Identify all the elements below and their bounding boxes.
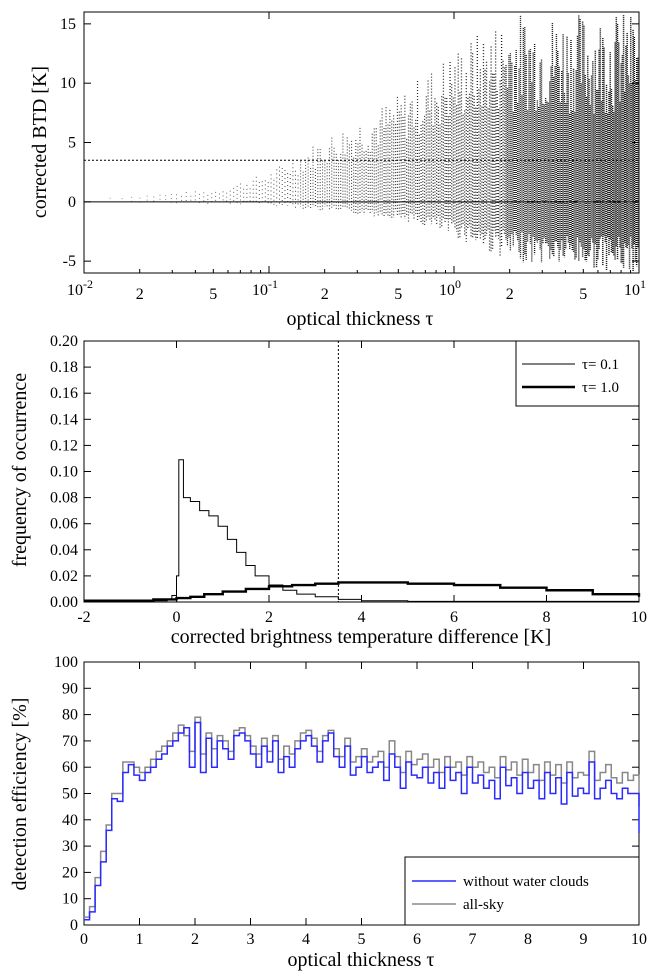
x-minor-tick-label: 5 [579, 286, 587, 303]
y-tick-label: 0.12 [50, 437, 78, 454]
y-tick-label: -5 [63, 253, 76, 270]
y-tick-label: 10 [62, 891, 78, 908]
x-tick-label: 0 [173, 609, 181, 626]
y-tick-label: 90 [62, 680, 78, 697]
y-tick-label: 0 [70, 917, 78, 934]
y-tick-label: 70 [62, 733, 78, 750]
x-minor-tick-label: 2 [136, 286, 144, 303]
series-line-0 [84, 721, 640, 921]
x-tick-label: -2 [77, 609, 90, 626]
x-tick-label: 10-2 [67, 277, 93, 299]
x-minor-tick-label: 5 [209, 286, 217, 303]
legend-label-tau-0.1: τ= 0.1 [582, 357, 619, 373]
x-tick-label: 6 [450, 609, 458, 626]
series-lines [84, 716, 640, 921]
y-tick-label: 0.10 [50, 464, 78, 481]
legend-box [515, 340, 640, 407]
y-tick-label: 0.04 [50, 542, 78, 559]
y-tick-label: 40 [62, 812, 78, 829]
y-tick-label: 60 [62, 759, 78, 776]
panel-frequency-histogram: -2 0 2 4 6 8 10 0.00 0.02 0.04 0.06 0.08 0.10 0.12 0.1… [9, 333, 647, 648]
y-tick-label: 0.16 [50, 385, 78, 402]
y-tick-label: 80 [62, 707, 78, 724]
legend-label-without-water-clouds: without water clouds [463, 874, 589, 890]
y-tick-label: 30 [62, 838, 78, 855]
legend-box [404, 856, 640, 926]
y-tick-label: 10 [60, 75, 76, 92]
x-tick-label: 7 [469, 931, 477, 948]
x-axis-label: optical thickness τ [287, 308, 434, 330]
x-tick-label: 100 [439, 277, 461, 299]
x-tick-label: 4 [358, 609, 366, 626]
axis-ticks: -2 0 2 4 6 8 10 0.00 0.02 0.04 0.06 0.08 0.10 0.12 0.1… [50, 333, 647, 626]
y-tick-label: 50 [62, 786, 78, 803]
y-tick-label: 0.20 [50, 333, 78, 350]
x-tick-label: 4 [302, 931, 310, 948]
x-tick-label: 8 [524, 931, 532, 948]
x-tick-label: 2 [265, 609, 273, 626]
series-line-0 [84, 459, 640, 602]
y-axis-label: frequency of occurrence [9, 373, 31, 567]
y-tick-label: 0.08 [50, 490, 78, 507]
legend-label-tau-1.0: τ= 1.0 [582, 380, 619, 396]
x-tick-label: 6 [413, 931, 421, 948]
x-tick-label: 5 [358, 931, 366, 948]
x-tick-label: 0 [80, 931, 88, 948]
y-tick-label: 5 [68, 135, 76, 152]
legend: τ= 0.1 τ= 1.0 [515, 340, 640, 407]
y-tick-label: 0.06 [50, 516, 78, 533]
x-minor-tick-label: 2 [321, 286, 329, 303]
y-axis-label: detection efficiency [%] [9, 698, 31, 891]
panel-btd-scatter: 10-2 10-1 100 101 2 5 2 5 2 5 -5 0 5 10 15 corrected B… [29, 11, 646, 330]
series-line-1 [84, 716, 640, 918]
x-tick-label: 9 [580, 931, 588, 948]
x-axis-label: corrected brightness temperature differe… [171, 626, 552, 648]
y-tick-label: 100 [54, 654, 78, 671]
x-tick-label: 10 [631, 931, 647, 948]
x-tick-label: 3 [247, 931, 255, 948]
series-line-1 [84, 581, 641, 602]
reference-lines [84, 159, 639, 203]
x-minor-tick-label: 2 [506, 286, 514, 303]
series-lines [84, 459, 641, 602]
x-tick-label: 10 [631, 609, 647, 626]
scatter-cloud [109, 15, 639, 272]
y-tick-label: 0.14 [50, 411, 78, 428]
y-tick-label: 20 [62, 864, 78, 881]
x-tick-label: 101 [624, 277, 646, 299]
x-tick-label: 10-1 [252, 277, 278, 299]
axis-ticks: 10-2 10-1 100 101 2 5 2 5 2 5 -5 0 5 10 15 [60, 12, 646, 303]
legend-label-all-sky: all-sky [463, 897, 504, 913]
y-tick-label: 0.00 [50, 594, 78, 611]
y-tick-label: 15 [60, 16, 76, 33]
y-axis-label: corrected BTD [K] [29, 66, 51, 218]
y-tick-label: 0 [68, 194, 76, 211]
y-tick-label: 0.18 [50, 359, 78, 376]
legend: without water clouds all-sky [404, 856, 640, 926]
x-tick-label: 2 [191, 931, 199, 948]
x-axis-label: optical thickness τ [288, 949, 435, 971]
x-tick-label: 8 [543, 609, 551, 626]
y-tick-label: 0.02 [50, 568, 78, 585]
x-tick-label: 1 [136, 931, 144, 948]
x-minor-tick-label: 5 [394, 286, 402, 303]
